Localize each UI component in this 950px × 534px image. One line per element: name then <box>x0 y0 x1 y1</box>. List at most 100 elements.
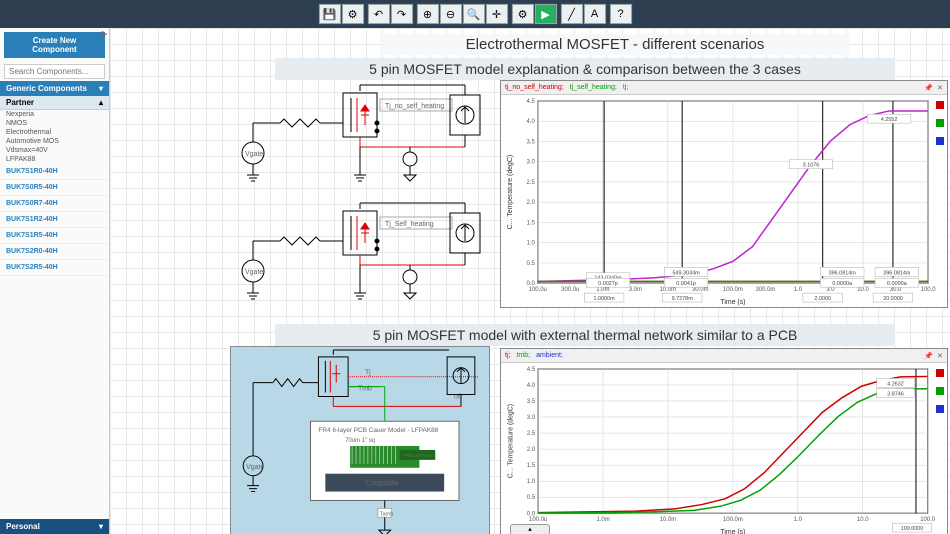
svg-text:PRELIMINARY: PRELIMINARY <box>403 453 437 459</box>
generic-components-header[interactable]: Generic Components▾ <box>0 81 109 96</box>
svg-text:3.5: 3.5 <box>527 139 536 145</box>
svg-text:4.2632: 4.2632 <box>887 381 904 387</box>
svg-text:4.5: 4.5 <box>527 367 536 373</box>
page-title: Electrothermal MOSFET - different scenar… <box>380 34 850 55</box>
filter-item[interactable]: Electrothermal <box>0 128 109 137</box>
svg-text:4.0: 4.0 <box>527 119 536 125</box>
svg-text:Tamb: Tamb <box>380 511 393 517</box>
pan-icon[interactable]: ✛ <box>486 4 508 24</box>
undo-icon[interactable]: ↶ <box>368 4 390 24</box>
svg-text:2.0: 2.0 <box>527 447 536 453</box>
svg-text:C... Temperature (degC): C... Temperature (degC) <box>507 155 514 230</box>
svg-text:1.0: 1.0 <box>794 287 803 293</box>
svg-text:100.0000: 100.0000 <box>901 526 924 532</box>
svg-text:0.0000a: 0.0000a <box>832 281 853 287</box>
help-icon[interactable]: ? <box>610 4 632 24</box>
wire-icon[interactable]: ╱ <box>561 4 583 24</box>
zoom-fit-icon[interactable]: 🔍 <box>463 4 485 24</box>
refresh-icon[interactable]: ⟳ <box>99 30 107 41</box>
svg-text:100.0: 100.0 <box>921 287 937 293</box>
svg-text:100.0: 100.0 <box>920 517 936 523</box>
save-icon[interactable]: 💾 <box>319 4 341 24</box>
svg-text:4.0: 4.0 <box>527 383 536 389</box>
svg-text:1.5: 1.5 <box>527 463 536 469</box>
zoom-out-icon[interactable]: ⊖ <box>440 4 462 24</box>
svg-text:2.0000: 2.0000 <box>814 296 831 302</box>
svg-text:100.0u: 100.0u <box>529 517 547 523</box>
svg-text:FR4 6-layer PCB Cauer Model -: FR4 6-layer PCB Cauer Model - LFPAK88 <box>318 427 438 434</box>
svg-text:2.0: 2.0 <box>527 200 536 206</box>
section-title-2: 5 pin MOSFET model with external thermal… <box>275 324 895 346</box>
svg-text:549.3034m: 549.3034m <box>672 270 700 276</box>
top-toolbar: 💾⚙ ↶↷ ⊕⊖🔍✛ ⚙▶ ╱A ? <box>0 0 950 28</box>
chevron-up-icon: ▴ <box>99 98 103 107</box>
svg-text:3.0: 3.0 <box>527 160 536 166</box>
component-item[interactable]: BUK7S2R5-40H <box>0 260 109 276</box>
chart2-legend: tj;tmb;ambient; <box>505 352 569 359</box>
component-sidebar: Create New Component ⟳ Generic Component… <box>0 28 110 534</box>
filter-item[interactable]: Automotive MOS <box>0 137 109 146</box>
svg-text:2.5: 2.5 <box>527 431 536 437</box>
svg-text:300.0m: 300.0m <box>756 287 776 293</box>
filter-item[interactable]: Vdsmax=40V <box>0 146 109 155</box>
svg-text:3.5: 3.5 <box>527 399 536 405</box>
svg-text:0.0000a: 0.0000a <box>887 281 908 287</box>
pcb-thermal-panel[interactable]: Vgate Tj Tmb u6 <box>230 346 490 534</box>
svg-text:Vgate: Vgate <box>245 151 263 158</box>
chevron-down-icon: ▾ <box>99 84 103 93</box>
chart-close-icon[interactable]: ✕ <box>937 85 943 92</box>
chart-close-icon[interactable]: ✕ <box>937 353 943 360</box>
svg-text:Time (s): Time (s) <box>720 299 745 306</box>
partner-header[interactable]: Partner▴ <box>0 96 109 110</box>
text-icon[interactable]: A <box>584 4 606 24</box>
svg-text:Tj_Self_heating: Tj_Self_heating <box>385 221 434 228</box>
svg-text:30.0: 30.0 <box>890 287 902 293</box>
svg-text:3.8746: 3.8746 <box>887 391 904 397</box>
run-icon[interactable]: ▶ <box>535 4 557 24</box>
svg-text:100.0m: 100.0m <box>723 287 743 293</box>
zoom-in-icon[interactable]: ⊕ <box>417 4 439 24</box>
svg-text:Coldplate: Coldplate <box>365 479 399 488</box>
personal-header[interactable]: Personal▾ <box>0 519 109 534</box>
component-item[interactable]: BUK7S1R5-40H <box>0 228 109 244</box>
svg-text:0.0041p: 0.0041p <box>676 281 696 287</box>
svg-text:0.5: 0.5 <box>527 261 536 267</box>
filter-item[interactable]: Nexperia <box>0 110 109 119</box>
svg-text:1.0m: 1.0m <box>596 287 609 293</box>
bottom-drawer-handle[interactable]: ▴ <box>510 524 550 534</box>
chart-pcb-thermal[interactable]: tj;tmb;ambient; 📌✕ 0.00.51.01.52.02.53.0… <box>500 348 948 534</box>
svg-text:396.0814m: 396.0814m <box>883 270 911 276</box>
svg-text:30.0m: 30.0m <box>692 287 709 293</box>
component-item[interactable]: BUK7S1R2-40H <box>0 212 109 228</box>
svg-text:0.0027p: 0.0027p <box>598 281 618 287</box>
sim-settings-icon[interactable]: ⚙ <box>512 4 534 24</box>
chart-pin-icon[interactable]: 📌 <box>924 353 933 360</box>
svg-text:0.5: 0.5 <box>527 495 536 501</box>
chart2-swatches <box>935 365 945 419</box>
component-item[interactable]: BUK7S0R7-40H <box>0 196 109 212</box>
settings-icon[interactable]: ⚙ <box>342 4 364 24</box>
component-item[interactable]: BUK7S1R0-40H <box>0 164 109 180</box>
filter-item[interactable]: NMOS <box>0 119 109 128</box>
chart-three-cases[interactable]: tj_no_self_heating;tj_self_heating;tj; 📌… <box>500 80 948 308</box>
circuit-top[interactable]: Vgate Tj_no_self_heating <box>225 83 495 313</box>
search-input[interactable] <box>4 64 105 79</box>
component-item[interactable]: BUK7S2R0-40H <box>0 244 109 260</box>
chart-pin-icon[interactable]: 📌 <box>924 85 933 92</box>
svg-text:Tj_no_self_heating: Tj_no_self_heating <box>385 103 444 110</box>
svg-text:10.0m: 10.0m <box>660 517 677 523</box>
svg-text:9.7278m: 9.7278m <box>672 296 694 302</box>
component-item[interactable]: BUK7S0R5-40H <box>0 180 109 196</box>
svg-text:10.0: 10.0 <box>857 287 869 293</box>
create-component-button[interactable]: Create New Component <box>4 32 105 58</box>
filter-item[interactable]: LFPAK88 <box>0 155 109 164</box>
svg-text:396.0814m: 396.0814m <box>829 270 857 276</box>
schematic-canvas[interactable]: Electrothermal MOSFET - different scenar… <box>110 28 950 534</box>
svg-text:300.0u: 300.0u <box>561 287 579 293</box>
svg-text:Time (s): Time (s) <box>720 529 745 534</box>
svg-text:2.5: 2.5 <box>527 180 536 186</box>
section-title-1: 5 pin MOSFET model explanation & compari… <box>275 58 895 80</box>
svg-text:20.0000: 20.0000 <box>883 296 903 302</box>
svg-text:1.5: 1.5 <box>527 220 536 226</box>
redo-icon[interactable]: ↷ <box>391 4 413 24</box>
